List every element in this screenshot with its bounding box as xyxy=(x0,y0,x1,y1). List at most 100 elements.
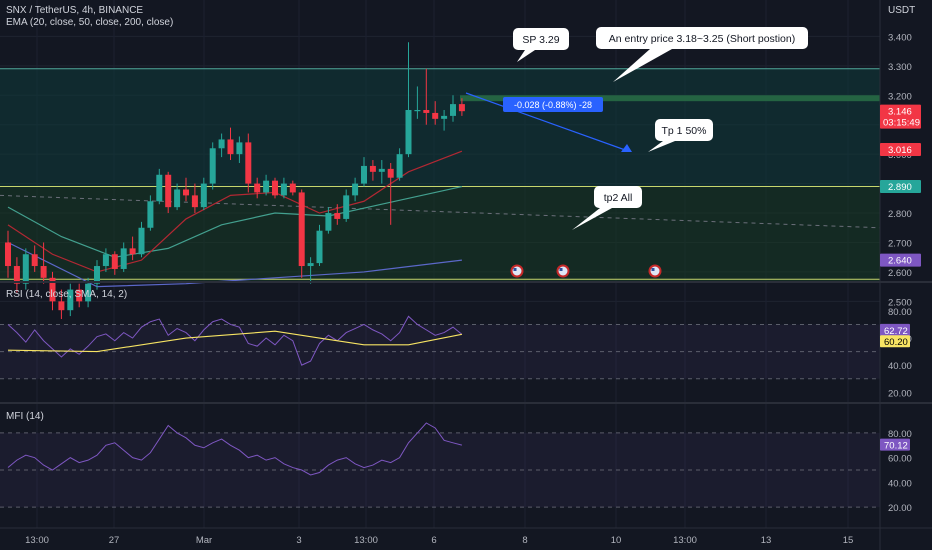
mfi-legend[interactable]: MFI (14) xyxy=(6,411,44,422)
rsi-badge: 62.72 xyxy=(880,323,910,337)
ema-legend[interactable]: EMA (20, close, 50, close, 200, close) xyxy=(6,17,173,28)
ema50-line xyxy=(7,185,463,258)
price-badge-value: 3.146 xyxy=(888,107,912,118)
price-badge: 2.890 xyxy=(880,180,921,194)
candle-up xyxy=(396,148,403,181)
candle-body xyxy=(307,263,314,267)
candle-up xyxy=(343,189,350,222)
rsi-badge-value: 60.20 xyxy=(884,337,908,348)
rsi-ma-line xyxy=(7,330,463,353)
annotations[interactable]: SP 3.29 An entry price 3.18~3.25 (Short p… xyxy=(465,27,808,278)
candle-down xyxy=(13,257,20,293)
sp-callout: SP 3.29 xyxy=(513,28,569,62)
candle-down xyxy=(40,242,47,284)
candle-down xyxy=(76,283,83,308)
rsi-badge-bg xyxy=(880,335,910,348)
candle-up xyxy=(441,110,448,131)
candle-body xyxy=(58,301,65,311)
ema200-line xyxy=(7,241,462,288)
time-tick: 13:00 xyxy=(673,535,697,546)
symbol-title[interactable]: SNX / TetherUS, 4h, BINANCE xyxy=(6,5,143,16)
price-tick: 2.800 xyxy=(888,209,912,220)
rsi-line xyxy=(7,315,463,366)
measure-arrow-line xyxy=(465,92,629,152)
candle-body xyxy=(263,180,270,193)
price-tick: 2.500 xyxy=(888,297,912,308)
candle-up xyxy=(22,248,29,290)
candle-down xyxy=(111,251,118,275)
mfi-badge-bg xyxy=(880,438,910,451)
us-flag-event-icon xyxy=(556,264,570,278)
ema20-line xyxy=(7,150,463,273)
callout-tail xyxy=(517,50,535,62)
candle-down xyxy=(245,133,252,193)
candle-down xyxy=(191,183,198,214)
candle-body xyxy=(22,254,29,284)
ema-lines xyxy=(7,150,463,288)
candle-up xyxy=(405,42,412,158)
axes[interactable]: 3.4003.3003.2003.1003.0002.9002.8002.700… xyxy=(25,32,921,546)
candle-body xyxy=(396,154,403,178)
callout-tail xyxy=(648,141,675,152)
mfi-tick: 40.00 xyxy=(888,478,912,489)
candle-body xyxy=(387,168,394,178)
candle-body xyxy=(94,266,100,284)
candle-body xyxy=(334,213,341,219)
candle-body xyxy=(450,104,456,116)
tp1-callout: Tp 1 50% xyxy=(648,119,713,152)
callout-box xyxy=(594,186,642,208)
candle-body xyxy=(441,115,448,119)
candle-body xyxy=(76,289,83,302)
candle-down xyxy=(432,101,439,125)
candle-body xyxy=(343,195,350,219)
candle-up xyxy=(450,95,456,122)
price-badge-bg xyxy=(880,142,921,156)
price-tick: 3.300 xyxy=(888,62,912,73)
candle-down xyxy=(254,177,261,199)
candle-down xyxy=(165,171,172,214)
candles[interactable] xyxy=(5,42,465,320)
event-icon-canton xyxy=(559,268,563,271)
candle-body xyxy=(272,180,278,196)
callout-box xyxy=(655,119,713,141)
trend-line-dashed xyxy=(0,194,881,229)
price-badge-value: 3.016 xyxy=(888,145,912,156)
candle-body xyxy=(458,104,465,112)
candle-body xyxy=(85,283,92,302)
candle-body xyxy=(49,277,56,302)
candle-body xyxy=(209,148,216,184)
rsi-legend[interactable]: RSI (14, close, SMA, 14, 2) xyxy=(6,289,127,300)
candle-body xyxy=(165,174,172,208)
candle-body xyxy=(236,142,243,155)
candle-body xyxy=(138,227,145,255)
candle-down xyxy=(129,236,136,261)
callout-text: Tp 1 50% xyxy=(662,125,707,137)
candle-body xyxy=(227,139,234,155)
candle-body xyxy=(414,110,421,112)
candle-body xyxy=(245,142,252,184)
candle-body xyxy=(147,201,154,228)
rsi-pane[interactable] xyxy=(0,315,880,380)
mfi-pane[interactable] xyxy=(0,422,880,508)
callout-tail xyxy=(572,208,612,230)
price-badge: 2.640 xyxy=(880,253,921,267)
time-tick: 3 xyxy=(296,535,301,546)
candle-down xyxy=(387,162,394,225)
candle-up xyxy=(200,177,207,211)
target-zone-upper xyxy=(0,68,880,187)
price-tick: 2.700 xyxy=(888,238,912,249)
candle-up xyxy=(147,195,154,231)
candle-body xyxy=(13,266,20,284)
candle-up xyxy=(361,157,367,187)
candle-body xyxy=(280,183,287,196)
candle-up xyxy=(378,160,385,184)
candle-up xyxy=(325,207,332,234)
time-tick: 27 xyxy=(109,535,120,546)
candle-up xyxy=(67,283,74,317)
candle-down xyxy=(49,271,56,311)
price-badge-value: 2.640 xyxy=(888,256,912,267)
candle-up xyxy=(120,242,127,272)
candle-body xyxy=(361,165,367,184)
measure-label: -0.028 (-0.88%) -28 xyxy=(514,100,592,110)
